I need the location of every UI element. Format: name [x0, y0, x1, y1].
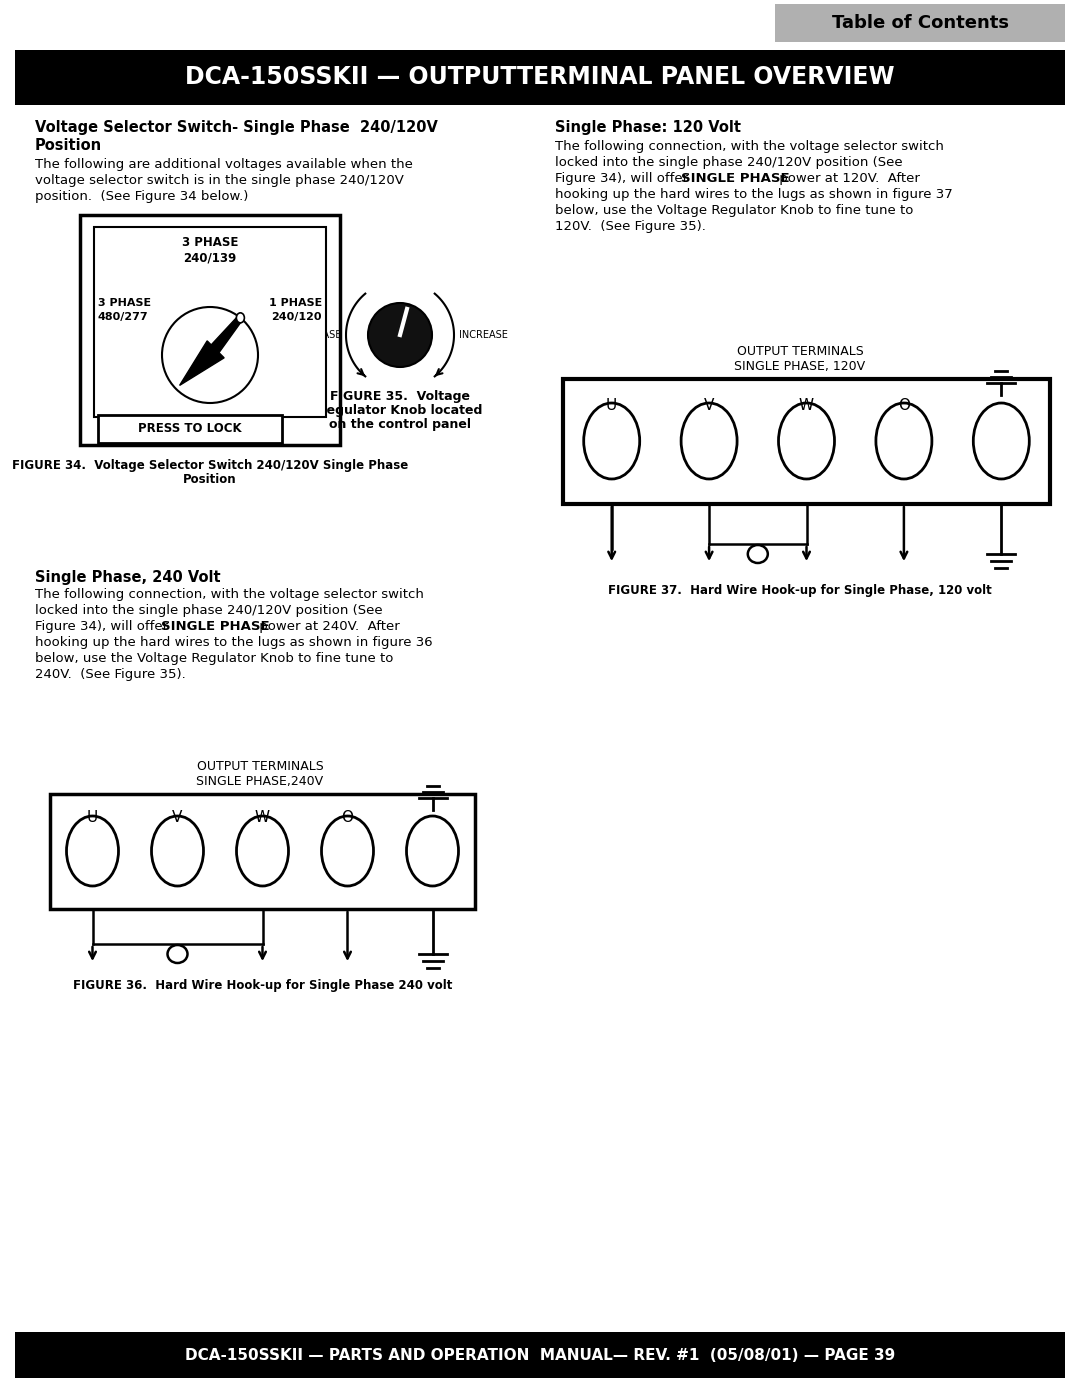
Ellipse shape	[151, 816, 203, 886]
Ellipse shape	[779, 402, 835, 479]
Text: The following are additional voltages available when the: The following are additional voltages av…	[35, 158, 413, 170]
Ellipse shape	[67, 816, 119, 886]
Text: Figure 34), will offer: Figure 34), will offer	[35, 620, 173, 633]
Text: Figure 34), will offer: Figure 34), will offer	[555, 172, 692, 184]
Text: on the control panel: on the control panel	[329, 418, 471, 432]
Text: FIGURE 36.  Hard Wire Hook-up for Single Phase 240 volt: FIGURE 36. Hard Wire Hook-up for Single …	[72, 979, 453, 992]
FancyBboxPatch shape	[15, 1331, 1065, 1377]
Text: power at 240V.  After: power at 240V. After	[255, 620, 400, 633]
Text: FIGURE 35.  Voltage: FIGURE 35. Voltage	[330, 390, 470, 402]
Polygon shape	[206, 316, 243, 359]
Text: SINGLE PHASE, 120V: SINGLE PHASE, 120V	[734, 360, 865, 373]
FancyBboxPatch shape	[98, 415, 282, 443]
Text: power at 120V.  After: power at 120V. After	[775, 172, 920, 184]
FancyBboxPatch shape	[563, 379, 1050, 504]
Text: 480/277: 480/277	[98, 312, 149, 321]
Text: Position: Position	[35, 138, 103, 154]
Ellipse shape	[167, 944, 188, 963]
Text: The following connection, with the voltage selector switch: The following connection, with the volta…	[35, 588, 423, 601]
Text: 240/139: 240/139	[184, 251, 237, 264]
Text: INCREASE: INCREASE	[459, 330, 508, 339]
Text: locked into the single phase 240/120V position (See: locked into the single phase 240/120V po…	[35, 604, 382, 617]
FancyBboxPatch shape	[80, 215, 340, 446]
Text: The following connection, with the voltage selector switch: The following connection, with the volta…	[555, 140, 944, 154]
Circle shape	[368, 303, 432, 367]
Text: V: V	[173, 810, 183, 826]
Ellipse shape	[237, 816, 288, 886]
Ellipse shape	[237, 313, 244, 323]
Text: DCA-150SSKII — OUTPUTTERMINAL PANEL OVERVIEW: DCA-150SSKII — OUTPUTTERMINAL PANEL OVER…	[186, 66, 894, 89]
Text: position.  (See Figure 34 below.): position. (See Figure 34 below.)	[35, 190, 248, 203]
Ellipse shape	[583, 402, 639, 479]
Text: O: O	[341, 810, 353, 826]
Text: hooking up the hard wires to the lugs as shown in figure 36: hooking up the hard wires to the lugs as…	[35, 636, 433, 650]
Text: hooking up the hard wires to the lugs as shown in figure 37: hooking up the hard wires to the lugs as…	[555, 189, 953, 201]
Text: below, use the Voltage Regulator Knob to fine tune to: below, use the Voltage Regulator Knob to…	[35, 652, 393, 665]
Text: 240V.  (See Figure 35).: 240V. (See Figure 35).	[35, 668, 186, 680]
Text: V: V	[704, 398, 714, 414]
FancyBboxPatch shape	[775, 4, 1065, 42]
Text: DECREASE: DECREASE	[288, 330, 341, 339]
Text: W: W	[799, 398, 814, 414]
Text: DCA-150SSKII — PARTS AND OPERATION  MANUAL— REV. #1  (05/08/01) — PAGE 39: DCA-150SSKII — PARTS AND OPERATION MANUA…	[185, 1348, 895, 1362]
Text: 3 PHASE: 3 PHASE	[181, 236, 239, 250]
Text: Single Phase: 120 Volt: Single Phase: 120 Volt	[555, 120, 741, 136]
Text: locked into the single phase 240/120V position (See: locked into the single phase 240/120V po…	[555, 156, 903, 169]
Text: FIGURE 37.  Hard Wire Hook-up for Single Phase, 120 volt: FIGURE 37. Hard Wire Hook-up for Single …	[608, 584, 991, 597]
FancyBboxPatch shape	[15, 50, 1065, 105]
Text: Position: Position	[184, 474, 237, 486]
Text: FIGURE 34.  Voltage Selector Switch 240/120V Single Phase: FIGURE 34. Voltage Selector Switch 240/1…	[12, 460, 408, 472]
Text: U: U	[606, 398, 618, 414]
Text: U: U	[86, 810, 98, 826]
Ellipse shape	[747, 545, 768, 563]
Text: 1 PHASE: 1 PHASE	[269, 298, 322, 307]
Text: SINGLE PHASE: SINGLE PHASE	[681, 172, 789, 184]
Text: voltage selector switch is in the single phase 240/120V: voltage selector switch is in the single…	[35, 175, 404, 187]
Polygon shape	[179, 341, 225, 386]
Text: Voltage Selector Switch- Single Phase  240/120V: Voltage Selector Switch- Single Phase 24…	[35, 120, 437, 136]
Circle shape	[162, 307, 258, 402]
Text: 3 PHASE: 3 PHASE	[98, 298, 151, 307]
Text: Single Phase, 240 Volt: Single Phase, 240 Volt	[35, 570, 220, 585]
Text: SINGLE PHASE: SINGLE PHASE	[161, 620, 270, 633]
FancyBboxPatch shape	[94, 226, 326, 416]
Text: PRESS TO LOCK: PRESS TO LOCK	[138, 422, 242, 436]
Ellipse shape	[406, 816, 459, 886]
Ellipse shape	[876, 402, 932, 479]
Text: OUTPUT TERMINALS: OUTPUT TERMINALS	[737, 345, 863, 358]
Text: 120V.  (See Figure 35).: 120V. (See Figure 35).	[555, 219, 706, 233]
Text: O: O	[897, 398, 910, 414]
Text: Table of Contents: Table of Contents	[832, 14, 1009, 32]
Text: below, use the Voltage Regulator Knob to fine tune to: below, use the Voltage Regulator Knob to…	[555, 204, 914, 217]
Text: 240/120: 240/120	[271, 312, 322, 321]
Text: SINGLE PHASE,240V: SINGLE PHASE,240V	[197, 775, 324, 788]
Ellipse shape	[322, 816, 374, 886]
FancyBboxPatch shape	[50, 793, 475, 909]
Text: OUTPUT TERMINALS: OUTPUT TERMINALS	[197, 760, 323, 773]
Text: W: W	[255, 810, 270, 826]
Text: Regulator Knob located: Regulator Knob located	[318, 404, 483, 416]
Ellipse shape	[681, 402, 737, 479]
Ellipse shape	[973, 402, 1029, 479]
